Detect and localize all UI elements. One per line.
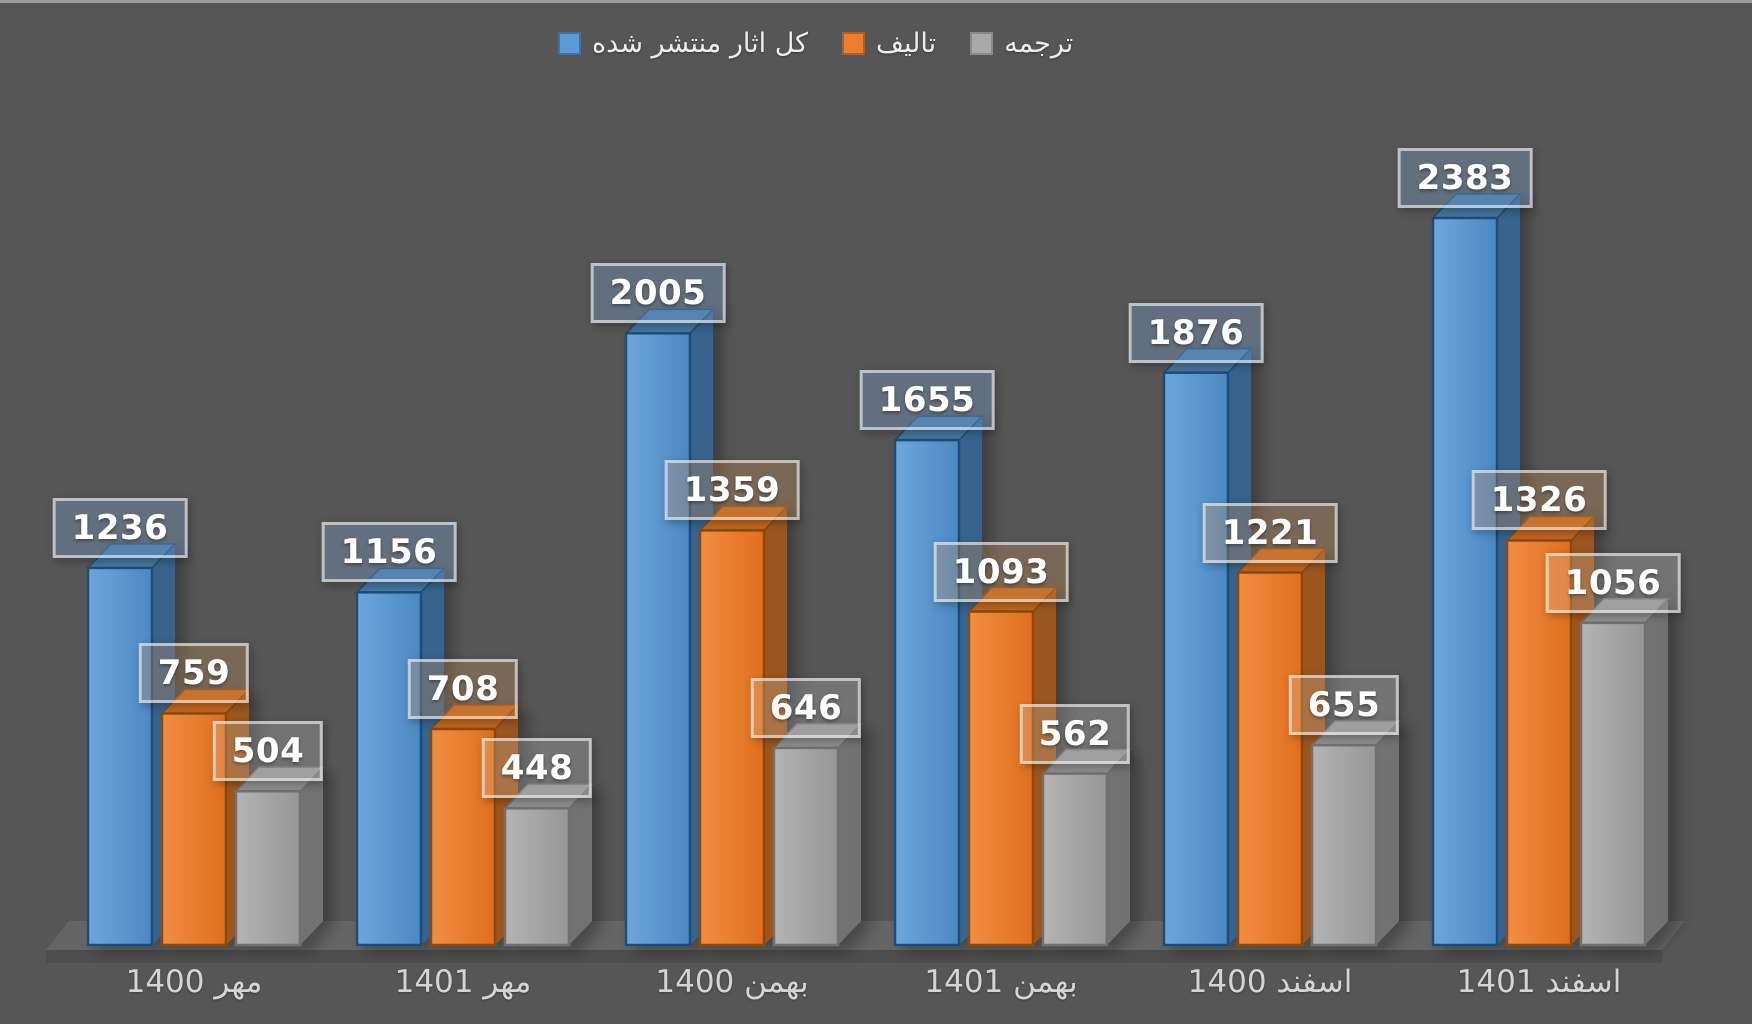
bar-front-face: [893, 438, 961, 947]
bar-authored: [1505, 515, 1596, 947]
legend-swatch-translation: [970, 32, 994, 55]
bar-group: [86, 543, 325, 947]
bar-authored: [967, 586, 1058, 947]
legend-label: کل اثار منتشر شده: [592, 28, 809, 59]
data-label: 1056: [1545, 552, 1681, 613]
data-label: 646: [750, 677, 862, 738]
bar-front-face: [503, 807, 571, 947]
bar-front-face: [1236, 571, 1304, 947]
data-label: 2005: [590, 263, 726, 324]
data-label: 1655: [859, 370, 995, 431]
data-label: 1221: [1202, 502, 1338, 563]
bar-side-face: [300, 767, 323, 945]
category-label: مهر 1401: [394, 964, 532, 1000]
bar-front-face: [1162, 371, 1230, 947]
data-label: 655: [1288, 675, 1400, 736]
bar-translation: [772, 723, 863, 947]
bar-translation: [1579, 598, 1670, 947]
data-label: 1156: [321, 522, 457, 583]
category-label: بهمن 1400: [655, 964, 809, 1000]
bar-front-face: [772, 746, 840, 947]
legend-swatch-authored: [842, 32, 866, 55]
bar-front-face: [967, 610, 1035, 947]
bar-front-face: [624, 332, 692, 947]
data-label: 448: [481, 738, 593, 799]
bar-translation: [503, 783, 594, 947]
data-label: 708: [407, 659, 519, 719]
bar-front-face: [1505, 539, 1573, 947]
data-label: 1876: [1128, 302, 1264, 363]
legend-label: تالیف: [876, 28, 937, 59]
legend-item-authored: تالیف: [842, 28, 936, 59]
bar-side-face: [838, 723, 861, 945]
bar-group: [624, 308, 863, 947]
data-label: 1093: [933, 541, 1069, 602]
chart-legend: کل اثار منتشر شده تالیف ترجمه: [558, 28, 1073, 59]
category-label: بهمن 1401: [924, 964, 1078, 1000]
data-label: 1236: [52, 497, 188, 558]
bar-front-face: [1579, 621, 1647, 947]
data-label: 504: [212, 721, 324, 782]
data-label: 562: [1019, 703, 1131, 764]
category-label: مهر 1400: [125, 964, 263, 1000]
legend-label: ترجمه: [1004, 28, 1074, 59]
bar-front-face: [1431, 216, 1499, 947]
bar-front-face: [86, 566, 154, 947]
legend-item-translation: ترجمه: [970, 28, 1073, 59]
bar-front-face: [355, 591, 423, 947]
data-label: 759: [138, 643, 250, 704]
category-label: اسفند 1401: [1456, 964, 1622, 1000]
category-label: اسفند 1400: [1187, 964, 1353, 1000]
bar-translation: [234, 766, 325, 947]
bar-side-face: [569, 784, 592, 945]
bar-group: [1162, 347, 1401, 947]
bar-front-face: [1310, 743, 1378, 947]
legend-item-total: کل اثار منتشر شده: [558, 28, 808, 59]
data-label: 1359: [664, 460, 800, 521]
bar-side-face: [1376, 721, 1399, 945]
bar-group: [893, 415, 1132, 947]
window-top-edge: [0, 0, 1752, 3]
bar-front-face: [234, 789, 302, 947]
data-label: 1326: [1471, 470, 1607, 531]
data-label: 2383: [1397, 148, 1533, 208]
legend-swatch-total: [558, 32, 581, 55]
bar-translation: [1310, 720, 1401, 947]
bar-group: [1431, 193, 1670, 947]
bar-side-face: [1645, 598, 1668, 945]
bar-side-face: [1107, 749, 1130, 945]
bar-group: [355, 567, 594, 947]
bar-front-face: [1041, 772, 1109, 947]
bar-total: [893, 415, 984, 947]
bar-translation: [1041, 748, 1132, 947]
